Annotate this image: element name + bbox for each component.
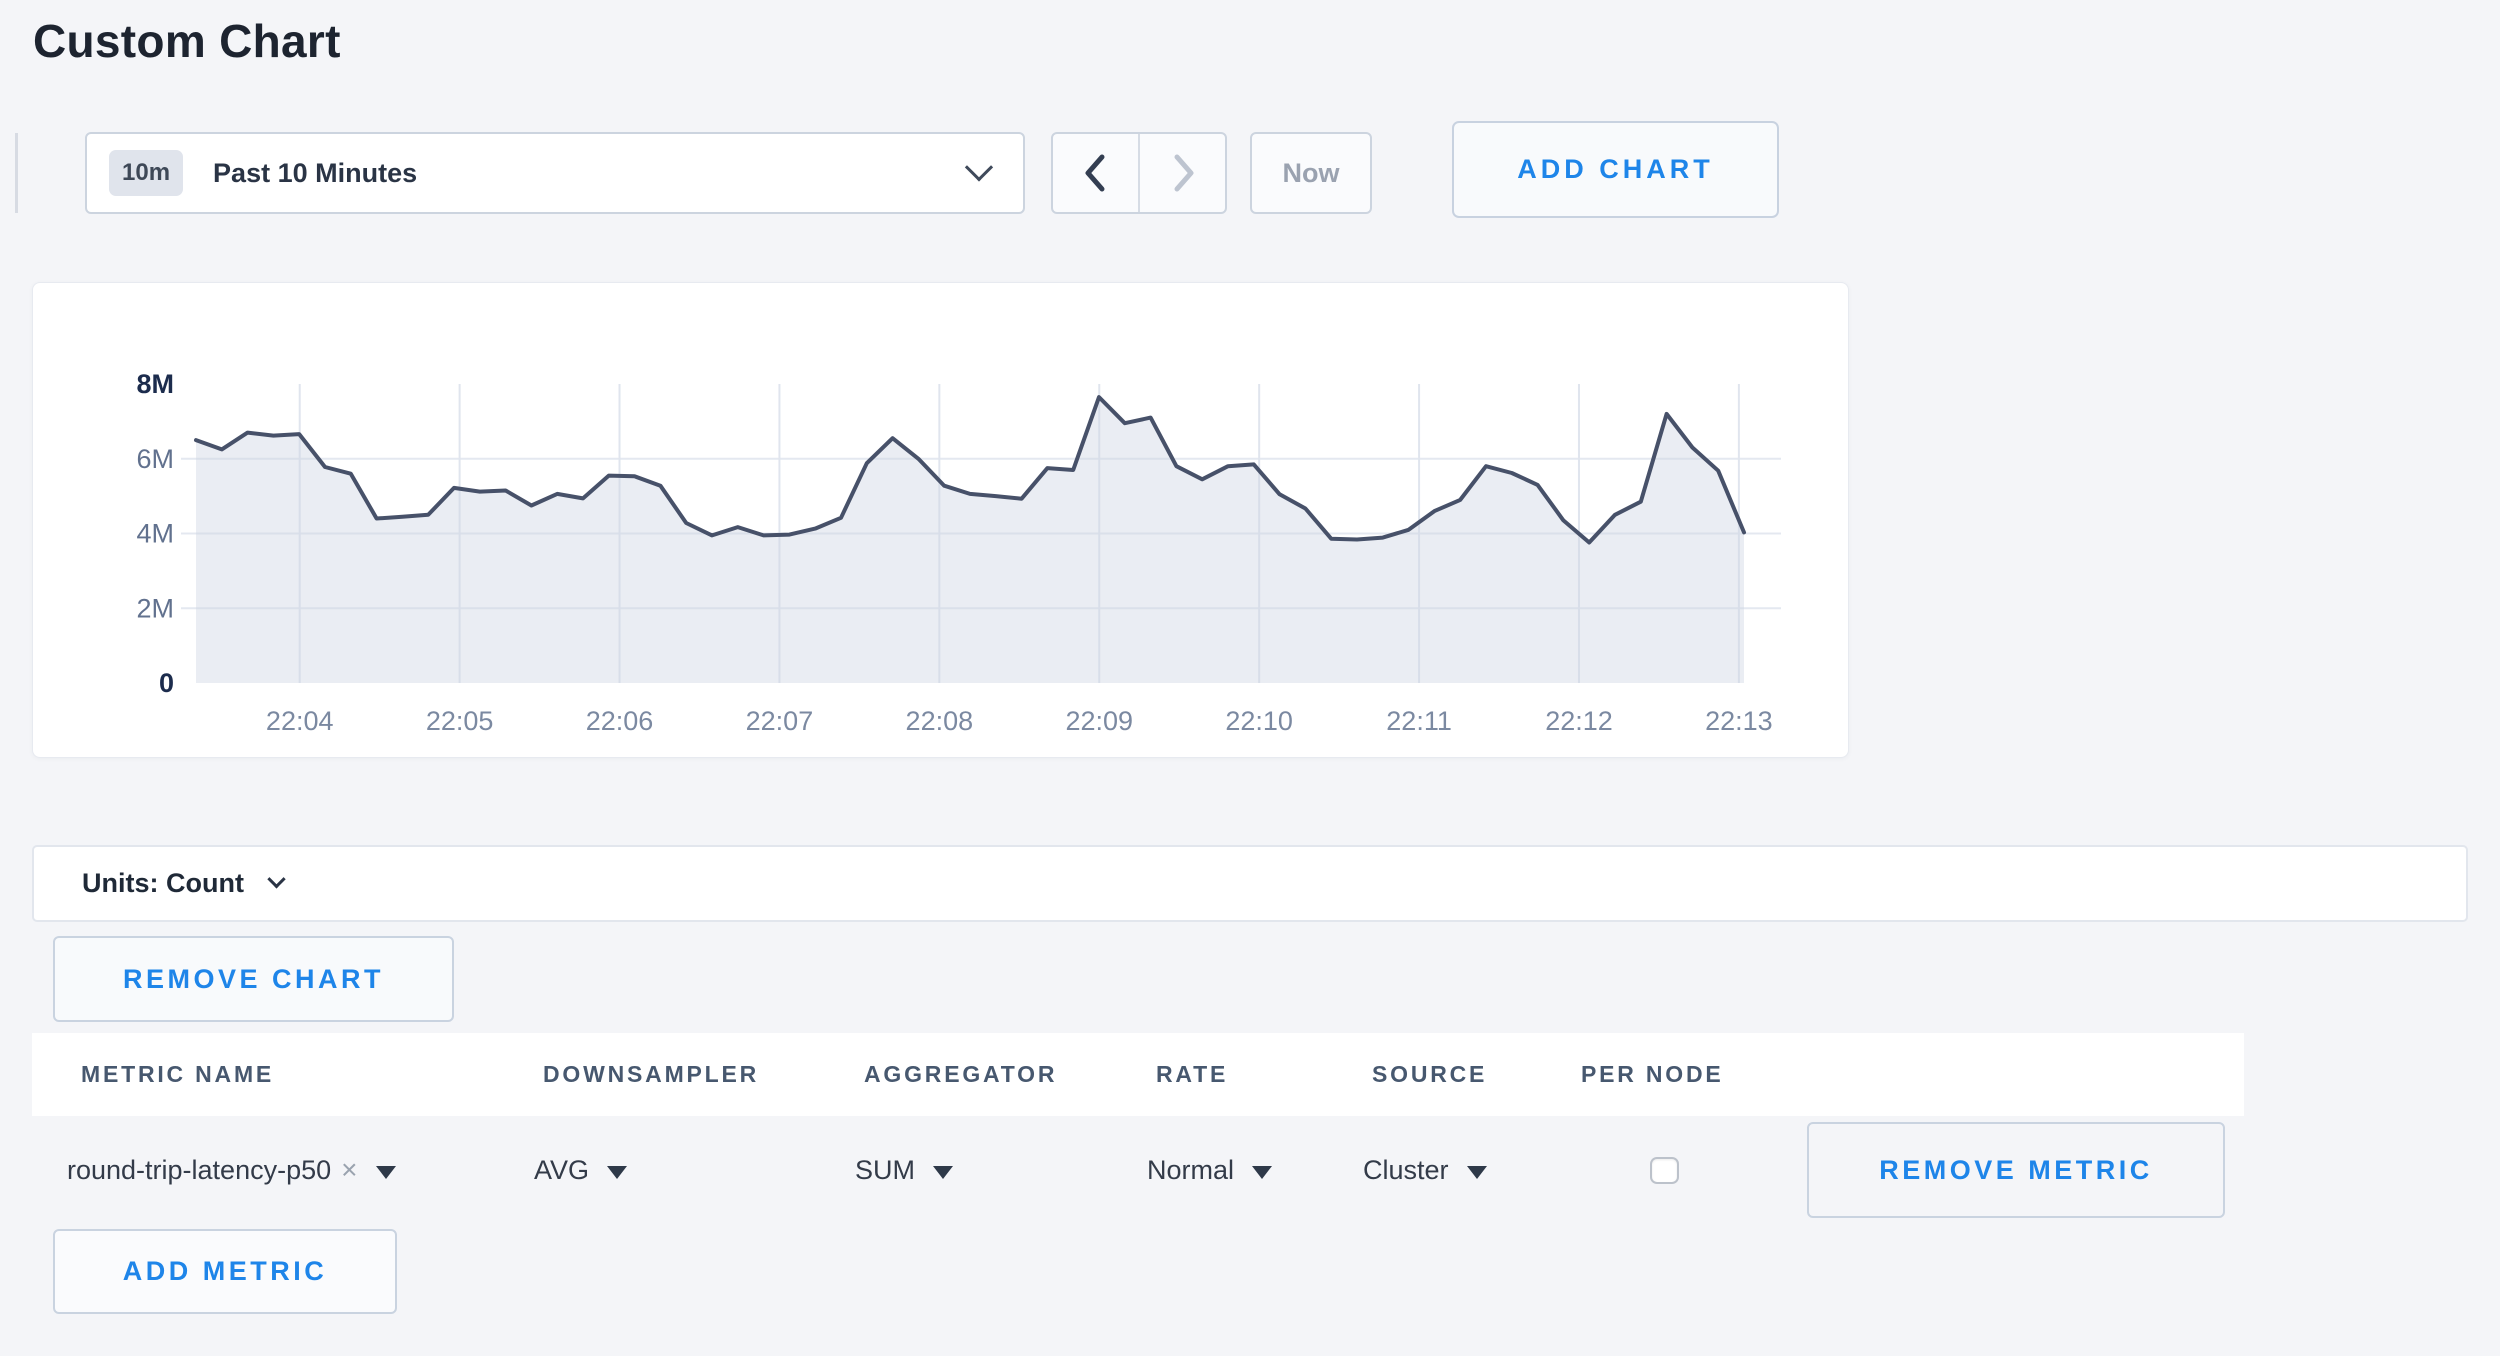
per-node-checkbox[interactable] (1650, 1156, 1679, 1184)
svg-text:22:06: 22:06 (586, 706, 654, 736)
aggregator-select[interactable]: SUM (853, 1155, 1145, 1186)
metrics-table-header: METRIC NAME DOWNSAMPLER AGGREGATOR RATE … (32, 1033, 2244, 1116)
timeseries-chart: 0 2M 4M 6M 8M 22:04 22:05 22:06 22:07 22:08 22:09 2… (136, 369, 1781, 736)
units-select[interactable]: Units: Count (32, 845, 2468, 922)
svg-text:22:12: 22:12 (1545, 706, 1613, 736)
source-select[interactable]: Cluster (1361, 1155, 1570, 1186)
chevron-down-icon (964, 153, 994, 182)
column-header-metric-name: METRIC NAME (81, 1061, 275, 1087)
metric-name-select[interactable]: round-trip-latency-p50 × (32, 1154, 532, 1186)
chart-card: 0 2M 4M 6M 8M 22:04 22:05 22:06 22:07 22:08 22:09 2… (32, 282, 1849, 758)
svg-text:22:10: 22:10 (1225, 706, 1293, 736)
remove-chart-button[interactable]: REMOVE CHART (53, 936, 454, 1022)
close-icon[interactable]: × (341, 1154, 358, 1185)
svg-text:22:07: 22:07 (746, 706, 814, 736)
now-button[interactable]: Now (1250, 132, 1372, 214)
column-header-source: SOURCE (1372, 1061, 1488, 1087)
units-label: Units: Count (82, 868, 244, 898)
svg-text:22:04: 22:04 (266, 706, 334, 736)
column-header-rate: RATE (1156, 1061, 1229, 1087)
svg-text:22:08: 22:08 (906, 706, 974, 736)
svg-text:22:09: 22:09 (1065, 706, 1133, 736)
chevron-left-icon (1085, 154, 1104, 192)
remove-metric-cell: REMOVE METRIC (1805, 1122, 2244, 1218)
time-range-select[interactable]: 10m Past 10 Minutes (85, 132, 1025, 214)
column-header-per-node: PER NODE (1581, 1061, 1724, 1087)
time-range-label: Past 10 Minutes (213, 157, 418, 188)
per-node-cell (1570, 1156, 1805, 1184)
caret-down-icon (607, 1165, 628, 1179)
caret-down-icon (1252, 1165, 1273, 1179)
page-title: Custom Chart (33, 15, 341, 67)
svg-text:4M: 4M (136, 519, 174, 549)
svg-text:8M: 8M (136, 369, 174, 399)
svg-text:6M: 6M (136, 444, 174, 474)
caret-down-icon (1466, 1165, 1487, 1179)
rate-value: Normal (1147, 1154, 1235, 1185)
time-range-badge: 10m (109, 150, 184, 196)
downsampler-value: AVG (534, 1154, 590, 1185)
column-header-downsampler: DOWNSAMPLER (543, 1061, 760, 1087)
svg-text:22:11: 22:11 (1386, 706, 1452, 736)
remove-metric-button[interactable]: REMOVE METRIC (1807, 1122, 2225, 1218)
chevron-right-icon (1174, 154, 1193, 192)
metric-row: round-trip-latency-p50 × AVG SUM Normal … (32, 1116, 2244, 1224)
caret-down-icon (375, 1165, 396, 1179)
column-header-aggregator: AGGREGATOR (864, 1061, 1058, 1087)
chevron-down-icon (267, 870, 286, 889)
left-accent-divider (15, 133, 18, 213)
source-value: Cluster (1363, 1154, 1449, 1185)
svg-text:22:13: 22:13 (1705, 706, 1773, 736)
rate-select[interactable]: Normal (1145, 1155, 1361, 1186)
aggregator-value: SUM (855, 1154, 915, 1185)
svg-text:2M: 2M (136, 593, 174, 623)
caret-down-icon (933, 1165, 953, 1179)
downsampler-select[interactable]: AVG (532, 1155, 853, 1186)
time-nav-group (1051, 132, 1227, 214)
next-time-button[interactable] (1140, 134, 1225, 212)
svg-text:22:05: 22:05 (426, 706, 494, 736)
svg-text:0: 0 (159, 668, 174, 698)
prev-time-button[interactable] (1053, 134, 1140, 212)
add-metric-button[interactable]: ADD METRIC (53, 1229, 397, 1314)
metric-name-value: round-trip-latency-p50 (67, 1154, 332, 1185)
add-chart-button[interactable]: ADD CHART (1452, 121, 1779, 218)
